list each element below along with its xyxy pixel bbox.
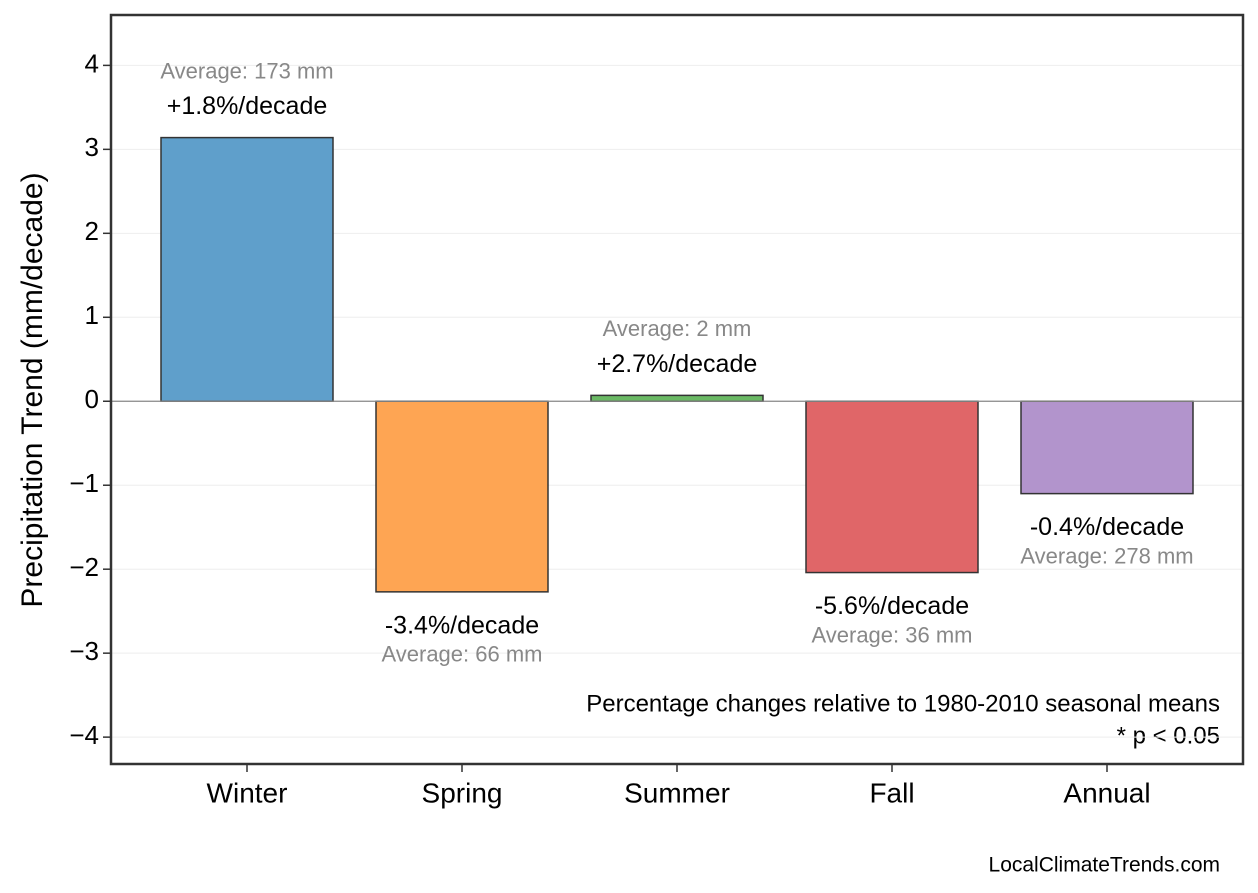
note: * p < 0.05: [1117, 722, 1220, 749]
x-tick-label: Annual: [1063, 777, 1150, 808]
average-label: Average: 36 mm: [811, 622, 972, 647]
bar: [375, 400, 549, 593]
trend-label: -5.6%/decade: [815, 592, 969, 620]
x-tick-label: Winter: [207, 777, 288, 808]
trend-label: +1.8%/decade: [167, 92, 328, 120]
average-label: Average: 173 mm: [160, 58, 333, 83]
x-tick-label: Spring: [422, 777, 503, 808]
bar: [1020, 400, 1194, 495]
y-tick-label: 0: [85, 384, 99, 414]
y-tick-label: −2: [69, 552, 99, 582]
bar: [160, 136, 334, 403]
average-label: Average: 278 mm: [1020, 543, 1193, 568]
bar: [805, 400, 979, 574]
plot-frame: [109, 13, 1245, 766]
average-label: Average: 66 mm: [381, 642, 542, 667]
bar: [590, 394, 764, 403]
y-tick-label: 4: [85, 48, 99, 78]
y-tick-label: 2: [85, 216, 99, 246]
y-axis-label: Precipitation Trend (mm/decade): [16, 172, 49, 607]
y-tick-label: 3: [85, 132, 99, 162]
y-tick-label: −4: [69, 720, 99, 750]
source: LocalClimateTrends.com: [989, 854, 1220, 877]
x-tick-label: Fall: [869, 777, 914, 808]
x-tick-label: Summer: [624, 777, 730, 808]
y-tick-label: 1: [85, 300, 99, 330]
average-label: Average: 2 mm: [603, 316, 752, 341]
trend-label: -3.4%/decade: [385, 611, 539, 639]
note: Percentage changes relative to 1980-2010…: [586, 690, 1220, 717]
trend-label: +2.7%/decade: [597, 350, 758, 378]
y-tick-label: −3: [69, 636, 99, 666]
trend-label: -0.4%/decade: [1030, 513, 1184, 541]
y-tick-label: −1: [69, 468, 99, 498]
